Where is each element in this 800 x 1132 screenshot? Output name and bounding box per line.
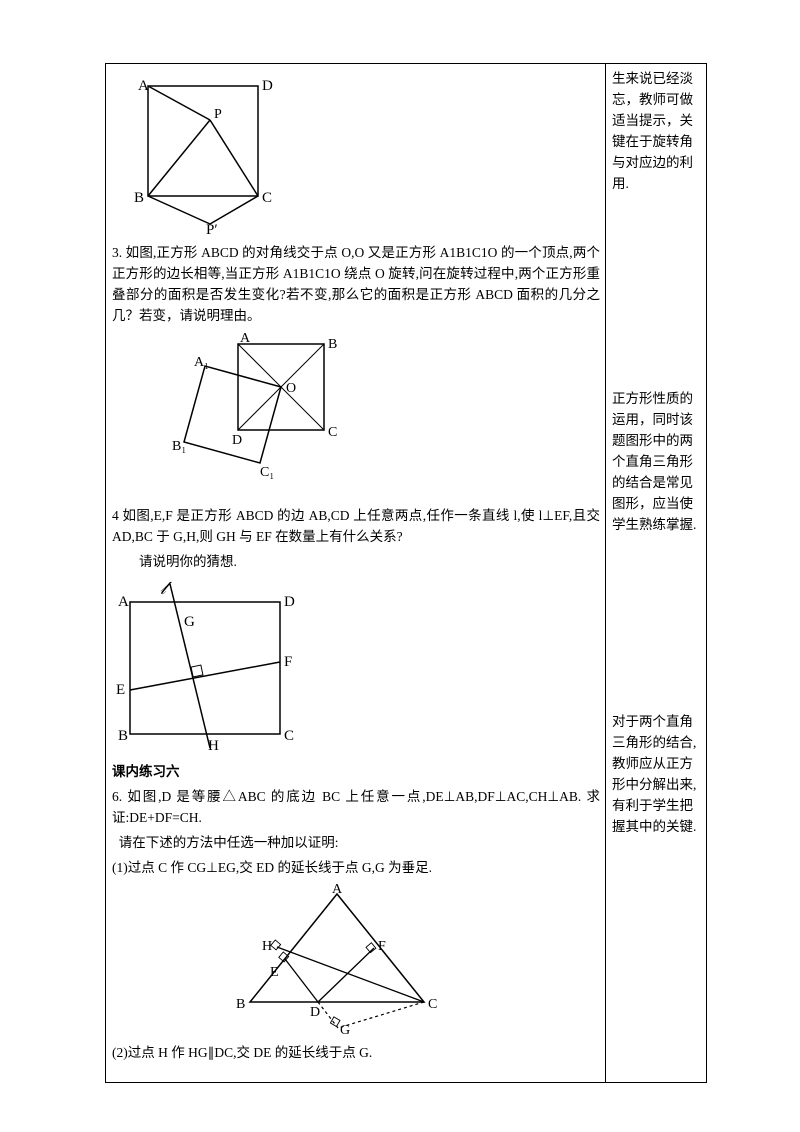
label-A: A (240, 332, 251, 346)
q6-text-c: (1)过点 C 作 CG⊥EG,交 ED 的延长线于点 G,G 为垂足. (112, 857, 600, 878)
label-A1: A₁ (194, 355, 209, 370)
label-B: B (134, 190, 144, 206)
label-F: F (284, 654, 292, 670)
label-D: D (262, 78, 273, 94)
main-column: A D B C P P′ 3. 如图,正方形 ABCD 的对角线交于点 O,O … (112, 68, 600, 1067)
label-C: C (428, 997, 437, 1012)
label-E: E (270, 965, 279, 980)
label-Pprime: P′ (206, 222, 218, 234)
side-note-1: 生来说已经淡忘，教师可做适当提示，关键在于旋转角与对应边的利用. (612, 68, 700, 194)
label-D: D (284, 594, 295, 610)
figure-2-svg: A B C D O A₁ B₁ C₁ (150, 332, 360, 497)
label-H: H (262, 939, 272, 954)
label-G: G (340, 1023, 350, 1034)
column-divider (605, 63, 606, 1083)
label-l: 𝓁 (160, 578, 172, 598)
q4-text-a: 4 如图,E,F 是正方形 ABCD 的边 AB,CD 上任意两点,任作一条直线… (112, 505, 600, 547)
figure-2: A B C D O A₁ B₁ C₁ (150, 332, 600, 497)
label-E: E (116, 682, 125, 698)
q6-text-d: (2)过点 H 作 HG∥DC,交 DE 的延长线于点 G. (112, 1042, 600, 1063)
label-C: C (284, 728, 294, 744)
side-column: 生来说已经淡忘，教师可做适当提示，关键在于旋转角与对应边的利用. 正方形性质的运… (612, 68, 700, 849)
label-D: D (310, 1005, 320, 1020)
q3-text: 3. 如图,正方形 ABCD 的对角线交于点 O,O 又是正方形 A1B1C1O… (112, 242, 600, 326)
label-O: O (286, 381, 296, 396)
side-note-3: 对于两个直角三角形的结合,教师应从正方形中分解出来,有利于学生把握其中的关键. (612, 711, 700, 837)
label-A: A (118, 594, 129, 610)
label-B: B (236, 997, 245, 1012)
q6-text-b: 请在下述的方法中任选一种加以证明: (112, 832, 600, 853)
label-B1: B₁ (172, 439, 186, 454)
section-heading: 课内练习六 (112, 761, 600, 782)
figure-3-svg: A D B C E F G H 𝓁 (112, 578, 322, 753)
label-A: A (332, 884, 343, 897)
label-A: A (138, 78, 149, 94)
label-B: B (118, 728, 128, 744)
label-F: F (378, 939, 386, 954)
label-G: G (184, 614, 195, 630)
figure-4: A B C D E F H G (222, 884, 600, 1034)
label-P: P (214, 107, 222, 122)
figure-1: A D B C P P′ (112, 74, 600, 234)
figure-1-svg: A D B C P P′ (112, 74, 287, 234)
label-H: H (208, 738, 219, 753)
label-C1: C₁ (260, 465, 274, 480)
figure-3: A D B C E F G H 𝓁 (112, 578, 600, 753)
label-B: B (328, 337, 337, 352)
label-D: D (232, 433, 242, 448)
label-C: C (328, 425, 337, 440)
side-note-2: 正方形性质的运用，同时该题图形中的两个直角三角形的结合是常见图形，应当使学生熟练… (612, 388, 700, 535)
label-C: C (262, 190, 272, 206)
figure-4-svg: A B C D E F H G (222, 884, 452, 1034)
q4-text-b: 请说明你的猜想. (112, 551, 600, 572)
page-root: A D B C P P′ 3. 如图,正方形 ABCD 的对角线交于点 O,O … (0, 0, 800, 1132)
q6-text-a: 6. 如图,D 是等腰△ABC 的底边 BC 上任意一点,DE⊥AB,DF⊥AC… (112, 786, 600, 828)
